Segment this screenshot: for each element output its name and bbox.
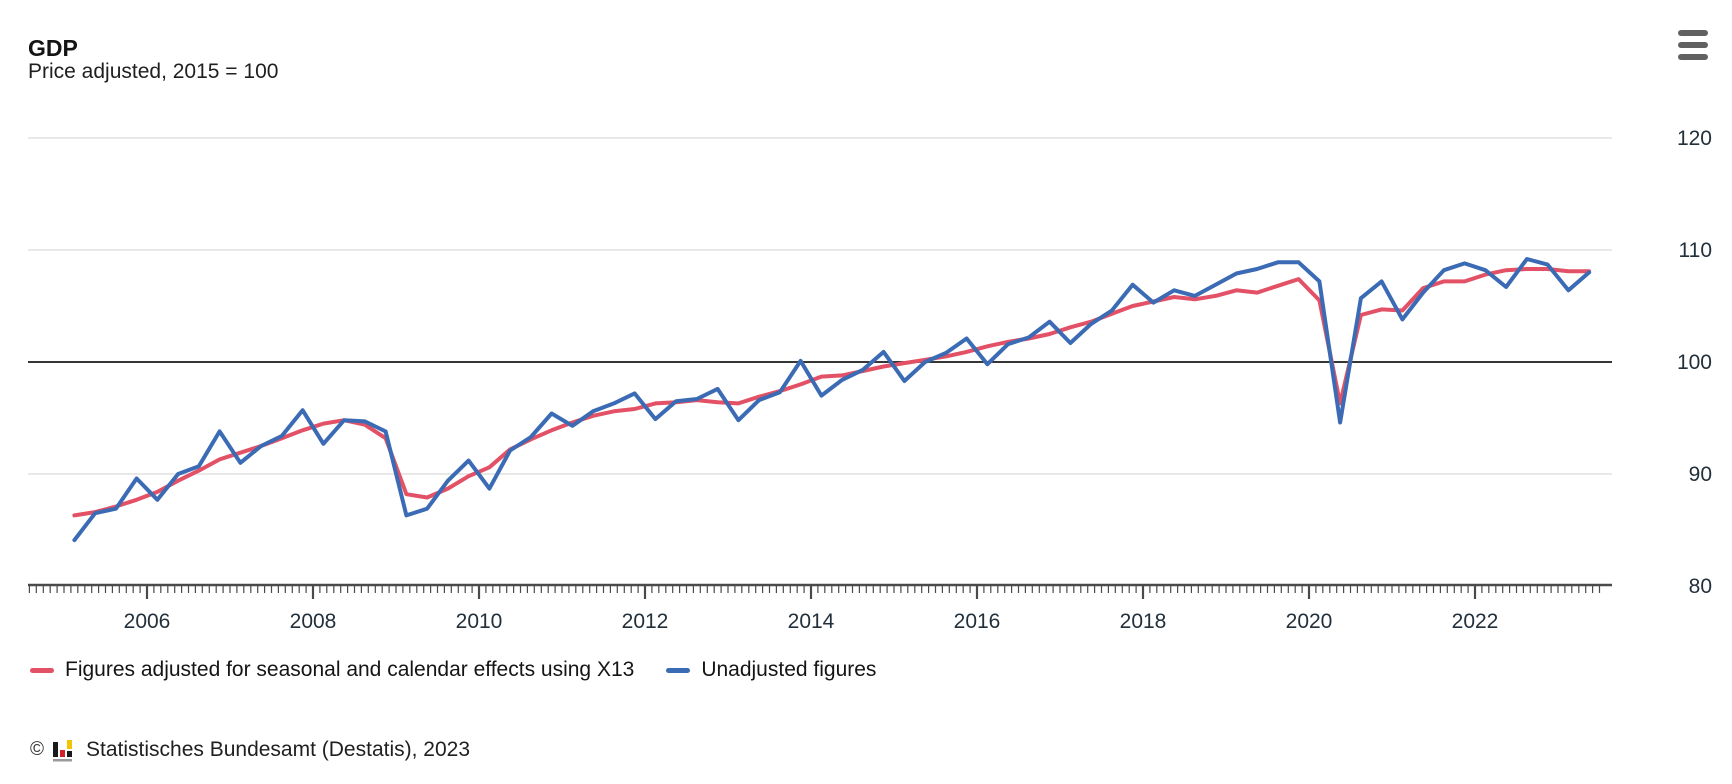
copyright-symbol: ©: [30, 739, 44, 760]
unadjusted-line-swatch: [666, 667, 691, 673]
page-title: GDP: [28, 35, 78, 62]
y-tick-label: 120: [1677, 127, 1712, 150]
x-tick-label: 2016: [954, 610, 1001, 633]
x-tick-label: 2012: [622, 610, 669, 633]
legend-label-unadjusted: Unadjusted figures: [701, 658, 877, 681]
chart-menu-button[interactable]: [1678, 30, 1708, 60]
y-tick-label: 110: [1679, 239, 1712, 262]
destatis-bar-chart-icon: [52, 738, 78, 762]
hamburger-icon: [1678, 42, 1708, 48]
y-gridlines: [28, 137, 1612, 475]
gdp-line-chart: 2006 2008 2010 2012 2014 2016 2018 2020 2022 80 90…: [28, 127, 1712, 633]
y-tick-label: 80: [1689, 575, 1712, 598]
hamburger-icon: [1678, 54, 1708, 60]
x-tick-label: 2022: [1452, 610, 1499, 633]
x-axis-ticks: [28, 586, 1601, 599]
chart-legend: Figures adjusted for seasonal and calend…: [30, 658, 876, 682]
x-tick-label: 2020: [1286, 610, 1333, 633]
chart-svg: 2006 2008 2010 2012 2014 2016 2018 2020 2022 80 90…: [28, 127, 1712, 633]
y-axis-labels: 80 90 100 110 120: [1677, 127, 1712, 598]
x-axis-labels: 2006 2008 2010 2012 2014 2016 2018 2020 2022: [124, 610, 1499, 633]
legend-item-unadjusted[interactable]: Unadjusted figures: [666, 658, 876, 682]
adjusted-series-line: [72, 267, 1592, 518]
hamburger-icon: [1678, 30, 1708, 36]
source-text: Statistisches Bundesamt (Destatis), 2023: [86, 738, 471, 761]
x-tick-label: 2008: [290, 610, 337, 633]
adjusted-line-swatch: [30, 667, 54, 673]
legend-label-adjusted: Figures adjusted for seasonal and calend…: [65, 658, 635, 681]
x-tick-label: 2010: [456, 610, 503, 633]
legend-item-adjusted[interactable]: Figures adjusted for seasonal and calend…: [30, 658, 634, 682]
x-tick-label: 2006: [124, 610, 171, 633]
x-tick-label: 2018: [1120, 610, 1167, 633]
y-tick-label: 90: [1689, 463, 1712, 486]
source-line: © Statistisches Bundesamt (Destatis), 20…: [30, 738, 470, 762]
page-subtitle: Price adjusted, 2015 = 100: [28, 60, 279, 83]
y-tick-label: 100: [1677, 351, 1712, 374]
x-tick-label: 2014: [788, 610, 835, 633]
destatis-bar-chart-icon: [53, 740, 72, 762]
unadjusted-series-line: [72, 257, 1592, 543]
